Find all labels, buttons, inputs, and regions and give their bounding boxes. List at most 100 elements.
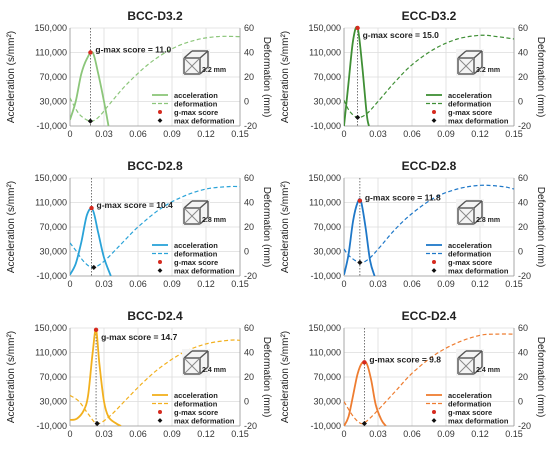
y-left-tick-label: 70,000 [39, 222, 67, 232]
y-right-tick-label: 0 [244, 397, 249, 407]
x-tick-label: 0.03 [95, 279, 113, 289]
y-right-tick-label: 20 [518, 222, 528, 232]
y-right-axis-label: Deformation (mm) [535, 187, 546, 268]
lattice-cube-edge [199, 350, 209, 359]
y-right-tick-label: 60 [244, 173, 254, 183]
y-left-tick-label: -10,000 [36, 271, 67, 281]
series-line-deformation [70, 339, 240, 425]
point-gmax-score [357, 198, 363, 203]
x-tick-label: 0.12 [471, 279, 489, 289]
lattice-cube-strut [457, 357, 475, 375]
point-max-deformation [91, 264, 97, 271]
cell-size-label: 2.4 mm [202, 367, 226, 374]
y-right-tick-label: 20 [244, 222, 254, 232]
y-left-axis-label: Acceleration (s/mm²) [280, 181, 291, 273]
y-left-tick-label: 110,000 [35, 348, 67, 358]
legend-label-maxdef: max deformation [448, 267, 509, 276]
y-left-axis-label: Acceleration (s/mm²) [6, 181, 17, 273]
y-left-tick-label: 30,000 [39, 97, 67, 107]
y-left-tick-label: 70,000 [39, 72, 67, 82]
x-tick-label: 0 [341, 129, 346, 139]
legend-swatch-gmax [158, 110, 162, 114]
point-max-deformation [357, 259, 363, 266]
x-tick-label: 0 [67, 129, 72, 139]
series-line-acceleration [70, 328, 122, 426]
legend-label-gmax: g-max score [174, 108, 218, 117]
legend-label-deformation: deformation [174, 250, 218, 259]
y-left-tick-label: -10,000 [310, 421, 341, 431]
series-line-acceleration [344, 360, 387, 426]
gmax-annotation: g-max score = 14.7 [101, 332, 178, 342]
y-left-tick-label: 110,000 [35, 198, 67, 208]
y-left-tick-label: 110,000 [35, 48, 67, 58]
lattice-cube-edge [457, 200, 467, 209]
lattice-cube-icon [456, 349, 484, 376]
chart-title: ECC-D2.4 [402, 309, 457, 323]
lattice-cube-edge [473, 200, 483, 209]
y-left-tick-label: 70,000 [313, 72, 341, 82]
y-left-tick-label: 30,000 [313, 97, 341, 107]
y-right-tick-label: 20 [244, 372, 254, 382]
y-left-tick-label: -10,000 [36, 121, 67, 131]
y-left-tick-label: 150,000 [34, 323, 67, 333]
legend-label-gmax: g-max score [448, 408, 492, 417]
chart-title: BCC-D3.2 [127, 9, 183, 23]
x-tick-label: 0.03 [369, 279, 387, 289]
lattice-cube-strut [457, 57, 475, 75]
y-left-axis-label: Acceleration (s/mm²) [280, 31, 291, 123]
y-right-tick-label: 40 [518, 198, 528, 208]
lattice-cube-edge [199, 200, 209, 209]
y-right-tick-label: -20 [518, 121, 531, 131]
y-right-tick-label: 0 [518, 397, 523, 407]
x-tick-label: 0.12 [197, 279, 215, 289]
point-gmax-score [93, 327, 99, 333]
lattice-cube-icon [182, 199, 210, 226]
x-tick-label: 0.09 [163, 279, 181, 289]
legend-swatch-maxdef [157, 268, 163, 273]
x-tick-label: 0.03 [369, 429, 387, 439]
lattice-cube-edge [183, 50, 193, 59]
y-left-tick-label: 70,000 [39, 372, 67, 382]
x-tick-label: 0.09 [437, 129, 455, 139]
legend-label-maxdef: max deformation [174, 117, 235, 126]
y-left-tick-label: 110,000 [309, 198, 341, 208]
y-left-tick-label: 110,000 [309, 348, 341, 358]
series-line-deformation [70, 185, 240, 269]
y-right-tick-label: -20 [518, 421, 531, 431]
series-line-acceleration [344, 26, 370, 126]
lattice-cube-edge [199, 50, 209, 59]
point-gmax-score [89, 205, 94, 211]
legend-label-acceleration: acceleration [448, 91, 492, 100]
y-right-tick-label: 0 [244, 247, 249, 257]
y-right-axis-label: Deformation (mm) [261, 37, 272, 118]
gmax-annotation: g-max score = 11.8 [365, 193, 441, 203]
legend-label-gmax: g-max score [448, 108, 492, 117]
x-tick-label: 0.15 [505, 429, 523, 439]
point-gmax-score [355, 25, 360, 31]
lattice-cube-strut [457, 207, 475, 225]
y-right-tick-label: 60 [518, 23, 528, 33]
lattice-cube-edge [199, 366, 209, 375]
x-tick-label: 0.12 [471, 129, 489, 139]
lattice-cube-icon [456, 49, 484, 76]
y-left-tick-label: 150,000 [308, 323, 341, 333]
y-left-tick-label: 150,000 [308, 23, 341, 33]
y-left-tick-label: 150,000 [308, 173, 341, 183]
legend-swatch-maxdef [157, 118, 163, 123]
legend-label-acceleration: acceleration [174, 391, 218, 400]
cell-size-label: 3.2 mm [202, 67, 226, 74]
y-right-tick-label: -20 [518, 271, 531, 281]
y-left-tick-label: -10,000 [310, 121, 341, 131]
point-max-deformation [355, 114, 361, 121]
legend-swatch-maxdef [157, 418, 163, 423]
y-right-axis-label: Deformation (mm) [535, 337, 546, 418]
legend-swatch-gmax [158, 260, 162, 264]
cell-size-label: 2.8 mm [202, 217, 226, 224]
y-right-tick-label: 20 [518, 372, 528, 382]
legend-label-acceleration: acceleration [174, 91, 218, 100]
chart-panel-bcc-d2.4: BCC-D2.4 150,000 110,000 70,000 30,000 -10,00… [6, 309, 272, 439]
legend-swatch-gmax [432, 260, 436, 264]
chart-title: ECC-D2.8 [402, 159, 457, 173]
x-tick-label: 0.06 [403, 129, 421, 139]
